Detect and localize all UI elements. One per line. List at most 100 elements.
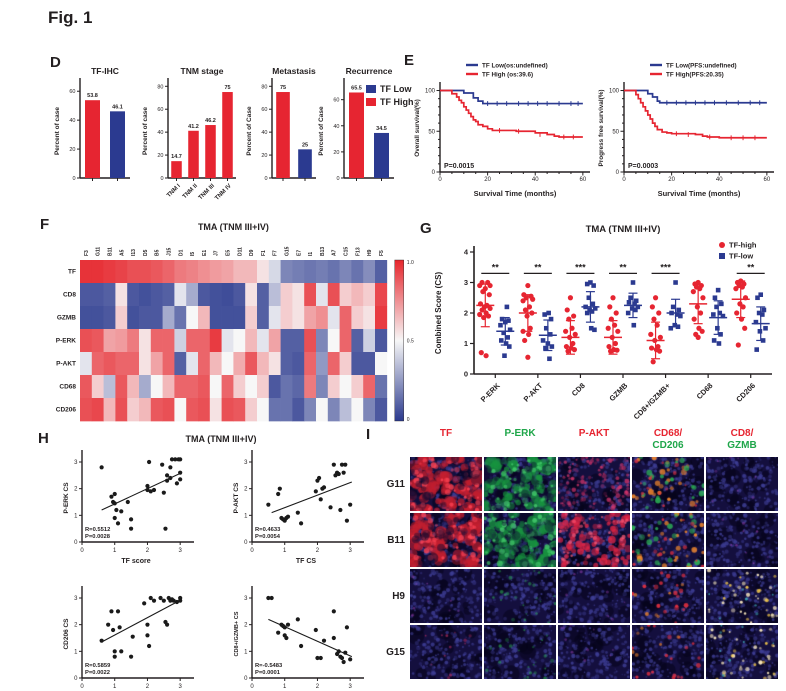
svg-text:R=0.4633: R=0.4633 [255, 527, 281, 533]
svg-text:0.5: 0.5 [407, 339, 414, 345]
legend-swatch [366, 98, 376, 106]
svg-text:I13: I13 [131, 249, 137, 256]
panel-d-chart-tnm-stage: TNM stage Percent of case 0 20 40 60 80 14.7 TNM… [142, 66, 236, 202]
if-tile-G15-1 [484, 625, 556, 679]
svg-text:TF Low(os:undefined): TF Low(os:undefined) [482, 62, 548, 69]
svg-text:50: 50 [428, 129, 435, 135]
svg-text:100: 100 [609, 89, 620, 95]
svg-text:40: 40 [333, 124, 339, 130]
svg-text:B5: B5 [155, 249, 161, 256]
svg-text:0: 0 [432, 170, 436, 176]
svg-text:60: 60 [333, 98, 339, 104]
svg-text:40: 40 [532, 177, 539, 183]
if-row-label-H9: H9 [392, 590, 405, 602]
svg-text:0: 0 [250, 684, 254, 690]
svg-text:Percent of case: Percent of case [54, 107, 61, 155]
svg-text:25: 25 [302, 142, 308, 148]
svg-text:P-ERK: P-ERK [56, 338, 77, 345]
if-col-header-4: CD8/GZMB [706, 428, 778, 455]
if-header-spacer [378, 428, 408, 455]
svg-text:3: 3 [464, 278, 468, 287]
svg-text:3: 3 [349, 684, 353, 690]
svg-text:TF-low: TF-low [729, 252, 753, 261]
svg-text:A5: A5 [119, 249, 125, 256]
svg-text:2: 2 [146, 684, 150, 690]
svg-text:F5: F5 [379, 250, 385, 256]
figure-title: Fig. 1 [48, 8, 93, 27]
svg-text:80: 80 [157, 84, 163, 90]
svg-text:60: 60 [580, 177, 587, 183]
svg-text:J7: J7 [214, 250, 220, 256]
panel-e-km-progression-free: 0 20 40 60 0 50 100 Progress free survival(%) Su… [598, 62, 774, 198]
legend-swatch [366, 85, 376, 93]
svg-text:G15: G15 [285, 246, 291, 256]
panel-f-label: F [40, 216, 50, 233]
svg-text:TNM I: TNM I [166, 183, 182, 199]
svg-text:D11: D11 [237, 247, 243, 256]
svg-text:R=0.5859: R=0.5859 [85, 663, 111, 669]
svg-text:60: 60 [764, 177, 771, 183]
svg-text:TMA (TNM III+IV): TMA (TNM III+IV) [186, 434, 257, 444]
svg-text:TF High (os:39.6): TF High (os:39.6) [482, 71, 533, 78]
svg-text:2: 2 [464, 309, 468, 318]
svg-text:60: 60 [157, 107, 163, 113]
svg-text:0: 0 [72, 176, 75, 182]
svg-text:1: 1 [113, 548, 117, 554]
svg-text:4: 4 [464, 248, 469, 257]
svg-text:TNM stage: TNM stage [181, 66, 224, 76]
svg-text:80: 80 [261, 84, 267, 90]
svg-text:40: 40 [261, 130, 267, 136]
if-tile-G11-2 [558, 457, 630, 511]
if-col-header-0: TF [410, 428, 482, 455]
svg-text:CD8: CD8 [570, 381, 587, 398]
if-tile-B11-3 [632, 513, 704, 567]
svg-text:H9: H9 [367, 249, 373, 256]
svg-text:0: 0 [622, 177, 626, 183]
svg-text:CD206: CD206 [734, 381, 757, 404]
svg-text:B13: B13 [320, 247, 326, 256]
svg-text:CD8+/GZMB+ CS: CD8+/GZMB+ CS [234, 611, 240, 656]
svg-text:Combined Score (CS): Combined Score (CS) [434, 272, 443, 355]
svg-text:TNM IV: TNM IV [214, 183, 233, 202]
svg-text:F13: F13 [355, 247, 361, 256]
svg-text:3: 3 [179, 548, 183, 554]
svg-text:P-ERK: P-ERK [479, 381, 502, 404]
panel-d-chart-recurrence: Recurrence Percent of Case 0 20 40 60 65.5 34.5 [318, 66, 394, 182]
svg-text:1: 1 [244, 649, 248, 655]
svg-text:TNM III: TNM III [198, 183, 216, 201]
svg-text:P=0.0022: P=0.0022 [85, 670, 110, 676]
legend-item: TF High [366, 97, 414, 107]
if-tile-H9-3 [632, 569, 704, 623]
if-tile-G15-4 [706, 625, 778, 679]
svg-text:2: 2 [316, 684, 320, 690]
svg-text:Survival Time (months): Survival Time (months) [474, 189, 557, 198]
svg-text:P-ERK CS: P-ERK CS [63, 482, 70, 514]
svg-text:B11: B11 [108, 247, 114, 256]
if-col-header-text: TF [439, 428, 453, 439]
panel-g-label: G [420, 220, 432, 237]
if-tile-B11-4 [706, 513, 778, 567]
if-tile-B11-0 [410, 513, 482, 567]
svg-text:***: *** [575, 262, 586, 272]
svg-text:F3: F3 [84, 250, 90, 256]
svg-text:65.5: 65.5 [351, 85, 362, 91]
legend-item: TF Low [366, 84, 414, 94]
svg-text:P=0.0003: P=0.0003 [628, 163, 658, 170]
svg-text:0: 0 [74, 676, 78, 682]
svg-text:TMA (TNM III+IV): TMA (TNM III+IV) [586, 224, 661, 235]
svg-text:P=0.0054: P=0.0054 [255, 534, 281, 540]
svg-text:P-AKT: P-AKT [56, 361, 76, 368]
if-tile-B11-1 [484, 513, 556, 567]
if-tile-H9-2 [558, 569, 630, 623]
svg-text:TMA (TNM III+IV): TMA (TNM III+IV) [198, 222, 269, 232]
if-col-header-text: CD8/ [730, 428, 754, 439]
svg-text:3: 3 [179, 684, 183, 690]
svg-text:**: ** [534, 262, 542, 272]
svg-text:1: 1 [464, 339, 468, 348]
svg-text:Percent of Case: Percent of Case [318, 106, 325, 156]
svg-text:Percent of case: Percent of case [142, 107, 149, 155]
svg-text:E5: E5 [226, 250, 232, 256]
svg-text:TF Low(PFS:undefined): TF Low(PFS:undefined) [666, 62, 737, 69]
panel-d-label: D [50, 54, 61, 71]
